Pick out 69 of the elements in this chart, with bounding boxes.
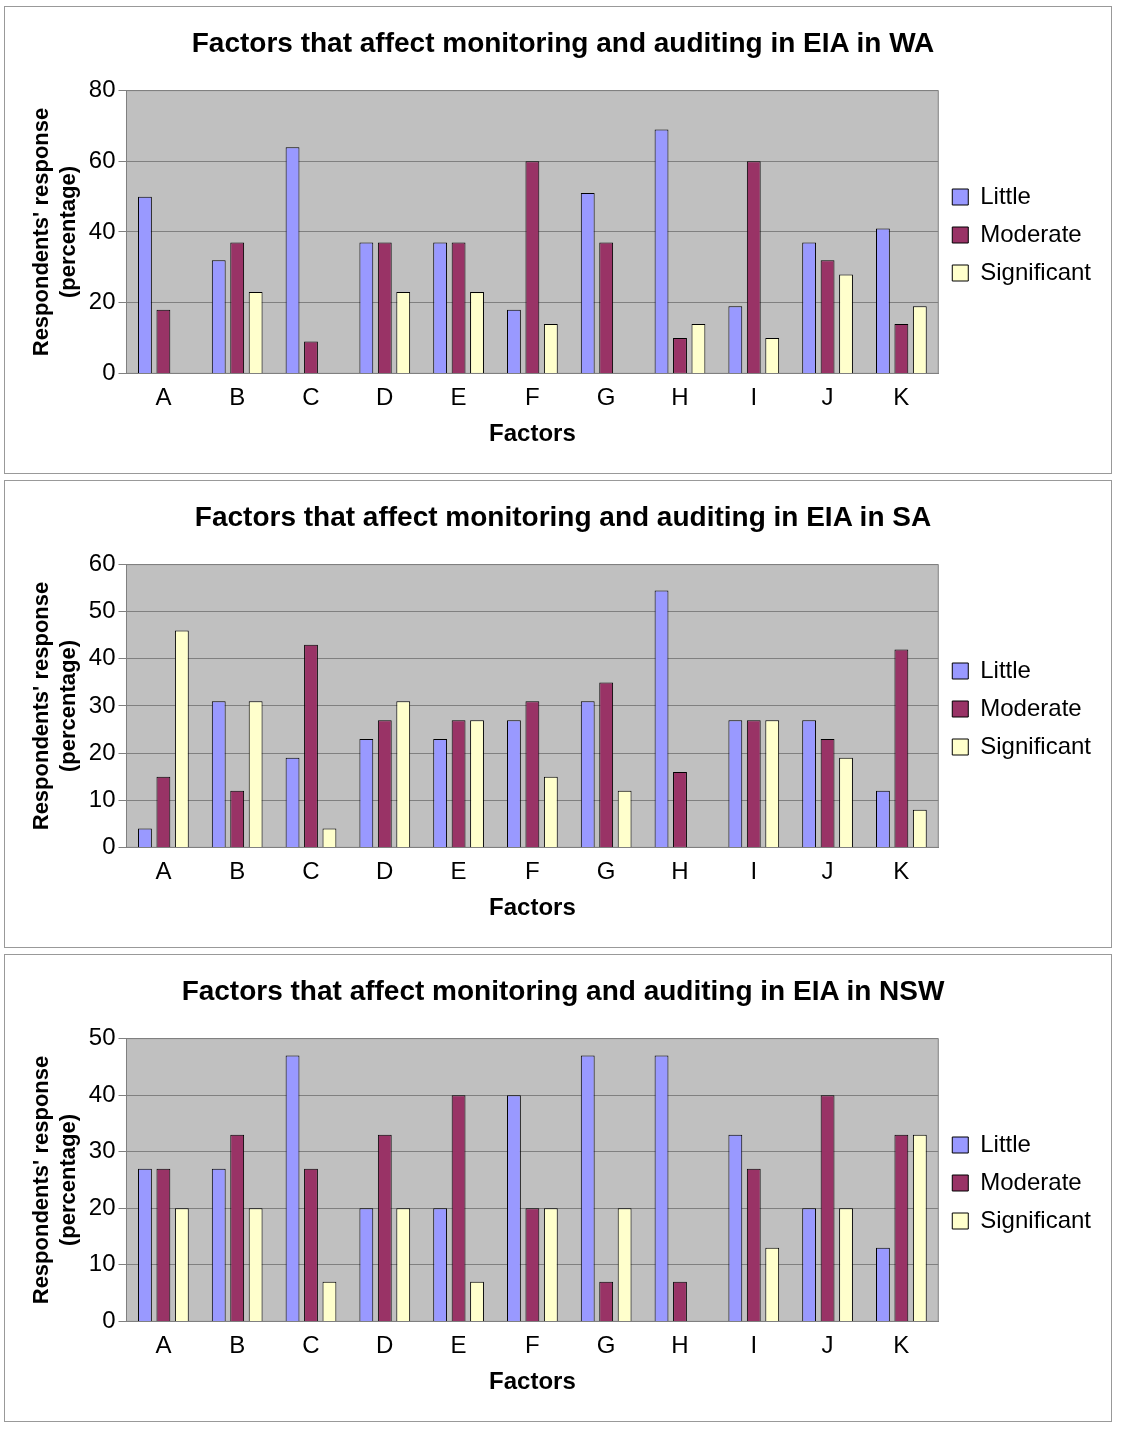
x-tick-label: J <box>821 857 834 885</box>
x-axis-title: Factors <box>489 1367 576 1395</box>
x-tick-label: B <box>229 383 246 411</box>
chart-title: Factors that affect monitoring and auditing in EIA in WA <box>191 26 935 58</box>
x-tick-label: G <box>596 1331 616 1359</box>
x-tick-label: K <box>893 383 910 411</box>
x-tick-label: K <box>893 1331 910 1359</box>
x-tick-label: E <box>450 857 467 885</box>
x-tick-label: B <box>229 1331 246 1359</box>
x-tick-label: A <box>155 1331 172 1359</box>
legend-label: Little <box>980 1129 1031 1157</box>
y-tick-label: 20 <box>88 287 116 315</box>
y-tick-label: 30 <box>88 1136 116 1164</box>
x-tick-label: K <box>893 857 910 885</box>
x-tick-label: F <box>525 857 540 885</box>
x-axis-title: Factors <box>489 419 576 447</box>
x-axis-title: Factors <box>489 893 576 921</box>
y-tick-label: 40 <box>88 1079 116 1107</box>
x-tick-label: E <box>450 1331 467 1359</box>
y-axis-title: Respondents' response (percentage) <box>28 581 80 831</box>
x-tick-label: D <box>376 857 394 885</box>
x-tick-label: D <box>376 383 394 411</box>
y-tick-label: 20 <box>88 1192 116 1220</box>
y-tick-label: 50 <box>88 596 116 624</box>
y-tick-label: 30 <box>88 690 116 718</box>
y-tick-label: 10 <box>88 1249 116 1277</box>
legend-label: Little <box>980 181 1031 209</box>
y-axis-title: Respondents' response (percentage) <box>28 1055 80 1305</box>
x-tick-label: C <box>302 383 320 411</box>
y-tick-label: 0 <box>102 358 116 386</box>
y-tick-label: 40 <box>88 643 116 671</box>
x-tick-label: F <box>525 1331 540 1359</box>
legend-label: Little <box>980 655 1031 683</box>
x-tick-label: I <box>750 857 758 885</box>
y-tick-label: 20 <box>88 737 116 765</box>
x-tick-label: D <box>376 1331 394 1359</box>
x-tick-label: C <box>302 857 320 885</box>
legend-label: Moderate <box>980 1167 1082 1195</box>
y-tick-label: 0 <box>102 1306 116 1334</box>
x-tick-label: J <box>821 383 834 411</box>
legend-label: Moderate <box>980 219 1082 247</box>
y-tick-label: 50 <box>88 1023 116 1051</box>
chart-title: Factors that affect monitoring and auditing in EIA in NSW <box>181 974 945 1006</box>
x-tick-label: H <box>671 383 689 411</box>
legend-label: Significant <box>980 731 1092 759</box>
y-tick-label: 0 <box>102 832 116 860</box>
x-tick-label: J <box>821 1331 834 1359</box>
y-tick-label: 10 <box>88 784 116 812</box>
x-tick-label: B <box>229 857 246 885</box>
chart-title: Factors that affect monitoring and auditing in EIA in SA <box>194 500 932 532</box>
x-tick-label: A <box>155 857 172 885</box>
x-tick-label: F <box>525 383 540 411</box>
y-tick-label: 80 <box>88 75 116 103</box>
x-tick-label: H <box>671 1331 689 1359</box>
y-axis-title: Respondents' response (percentage) <box>28 107 80 357</box>
x-tick-label: H <box>671 857 689 885</box>
legend-label: Significant <box>980 1205 1092 1233</box>
x-tick-label: I <box>750 1331 758 1359</box>
y-tick-label: 40 <box>88 216 116 244</box>
y-tick-label: 60 <box>88 145 116 173</box>
x-tick-label: A <box>155 383 172 411</box>
x-tick-label: I <box>750 383 758 411</box>
y-tick-label: 60 <box>88 549 116 577</box>
x-tick-label: E <box>450 383 467 411</box>
x-tick-label: C <box>302 1331 320 1359</box>
x-tick-label: G <box>596 383 616 411</box>
legend-label: Moderate <box>980 693 1082 721</box>
legend-label: Significant <box>980 257 1092 285</box>
x-tick-label: G <box>596 857 616 885</box>
